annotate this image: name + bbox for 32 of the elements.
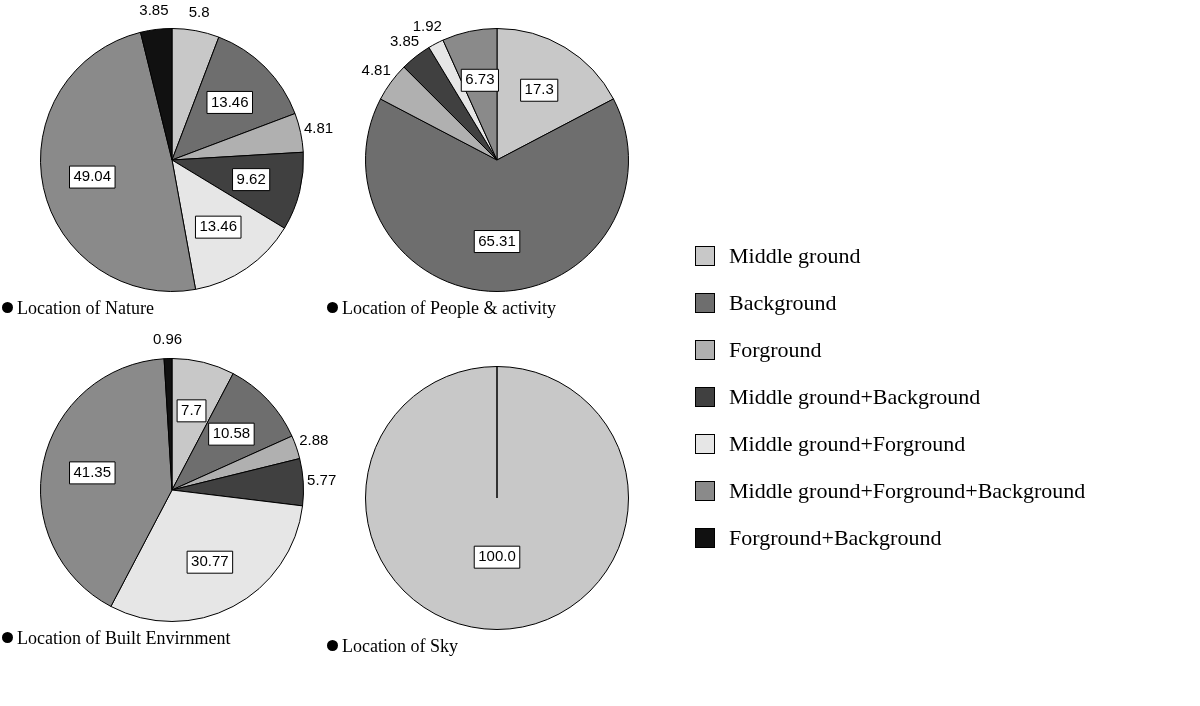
data-label: 17.3 <box>524 80 554 98</box>
data-label: 4.81 <box>304 118 334 136</box>
data-label: 7.7 <box>181 400 202 418</box>
data-label: 0.96 <box>152 330 183 348</box>
data-label: 13.46 <box>210 92 249 110</box>
text: Location of Sky <box>341 636 458 657</box>
data-label: 5.77 <box>307 471 337 489</box>
legend-label: Middle ground+Forground <box>728 429 967 458</box>
legend-label: Forground <box>728 335 823 364</box>
legend-label: Middle ground <box>728 241 862 270</box>
data-label: 30.77 <box>191 552 229 570</box>
text: Location of Built Envirnment <box>16 628 231 649</box>
legend-label: Middle ground+Forground+Background <box>728 476 1086 505</box>
data-label: 41.35 <box>73 463 112 481</box>
legend-label: Forground+Background <box>728 523 943 552</box>
data-label: 5.8 <box>188 2 210 20</box>
data-label: 6.73 <box>465 70 495 88</box>
legend-label: Background <box>728 288 838 317</box>
data-label: 3.85 <box>389 32 420 50</box>
data-label: 1.92 <box>412 17 442 35</box>
data-label: 65.31 <box>478 231 516 249</box>
text: Location of People & activity <box>341 298 556 319</box>
data-label: 9.62 <box>236 169 266 187</box>
data-label: 13.46 <box>199 217 238 235</box>
data-label: 10.58 <box>212 424 251 442</box>
data-label: 100.0 <box>478 547 516 565</box>
data-label: 49.04 <box>73 167 112 185</box>
legend-label: Middle ground+Background <box>728 382 982 411</box>
data-label: 2.88 <box>299 431 329 449</box>
data-label: 3.85 <box>139 1 169 19</box>
data-label: 4.81 <box>361 61 391 79</box>
text: Location of Nature <box>16 298 154 319</box>
